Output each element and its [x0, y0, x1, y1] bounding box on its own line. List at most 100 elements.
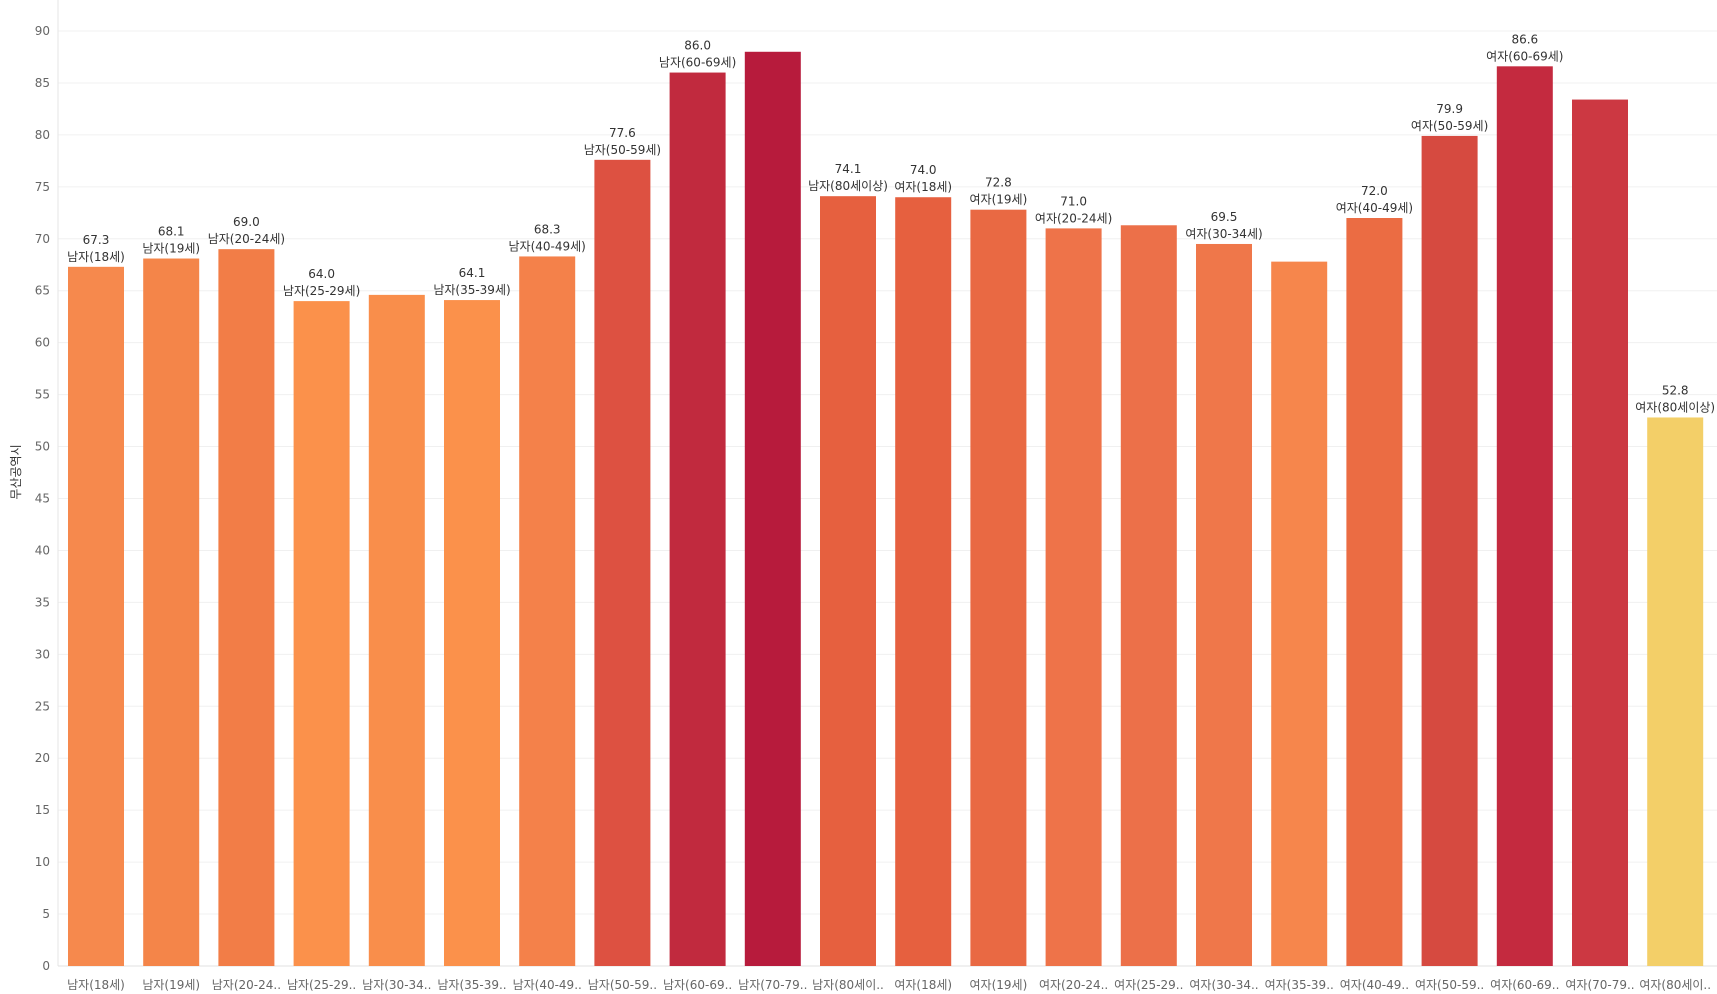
data-label-value: 69.5 — [1211, 210, 1238, 224]
data-label-value: 69.0 — [233, 215, 260, 229]
data-label-category: 남자(20-24세) — [208, 232, 285, 246]
y-tick-label: 10 — [35, 855, 50, 869]
bar[interactable] — [1647, 417, 1704, 966]
x-tick-label: 남자(40-49.. — [513, 978, 582, 992]
y-tick-label: 55 — [35, 388, 50, 402]
data-label-value: 74.0 — [910, 163, 937, 177]
data-label-value: 52.8 — [1662, 383, 1689, 397]
data-label-value: 79.9 — [1436, 102, 1463, 116]
x-tick-label: 남자(60-69.. — [663, 978, 732, 992]
bar[interactable] — [1496, 66, 1553, 967]
data-label-value: 64.1 — [459, 266, 486, 280]
x-tick-label: 여자(20-24.. — [1039, 978, 1108, 992]
bars — [68, 51, 1704, 967]
bar[interactable] — [1271, 261, 1328, 967]
y-tick-label: 80 — [35, 128, 50, 142]
x-tick-label: 여자(70-79.. — [1565, 978, 1634, 992]
bar[interactable] — [1421, 135, 1478, 966]
y-tick-label: 5 — [42, 907, 50, 921]
y-tick-label: 20 — [35, 751, 50, 765]
data-label-value: 72.0 — [1361, 184, 1388, 198]
bar[interactable] — [594, 159, 651, 967]
data-label-value: 64.0 — [308, 267, 335, 281]
data-label-category: 여자(19세) — [970, 193, 1028, 207]
bar[interactable] — [970, 209, 1027, 966]
bar[interactable] — [820, 196, 876, 966]
bar[interactable] — [1346, 218, 1403, 966]
y-tick-label: 65 — [35, 284, 50, 298]
y-tick-label: 75 — [35, 180, 50, 194]
y-tick-label: 45 — [35, 492, 50, 506]
bar[interactable] — [68, 266, 124, 967]
data-label-value: 72.8 — [985, 176, 1012, 190]
x-axis: 남자(18세) 남자(19세) 남자(20-24.. 남자(25-29.. 남자(30-… — [67, 978, 1711, 992]
bar[interactable] — [293, 301, 350, 967]
data-label-category: 여자(20-24세) — [1035, 211, 1112, 225]
x-tick-label: 남자(80세이.. — [812, 978, 884, 992]
x-tick-label: 남자(30-34.. — [362, 978, 431, 992]
bar[interactable] — [669, 72, 726, 967]
data-label-value: 68.3 — [534, 222, 561, 236]
x-tick-label: 여자(50-59.. — [1415, 978, 1484, 992]
y-tick-label: 25 — [35, 699, 50, 713]
bar[interactable] — [1572, 99, 1628, 967]
data-label-value: 67.3 — [83, 233, 110, 247]
data-label-category: 여자(60-69세) — [1486, 49, 1563, 63]
y-tick-label: 70 — [35, 232, 50, 246]
data-label-value: 86.0 — [684, 39, 711, 53]
y-tick-label: 50 — [35, 440, 50, 454]
data-label-category: 남자(35-39세) — [433, 283, 510, 297]
bar[interactable] — [1196, 243, 1252, 966]
y-axis-title: 무산공역시 — [9, 444, 23, 499]
bar[interactable] — [895, 197, 952, 966]
y-tick-label: 35 — [35, 595, 50, 609]
x-tick-label: 남자(18세) — [67, 978, 125, 992]
x-tick-label: 남자(50-59.. — [588, 978, 657, 992]
data-label-category: 남자(19세) — [142, 242, 200, 256]
bar[interactable] — [368, 294, 425, 966]
x-tick-label: 여자(19세) — [970, 978, 1028, 992]
x-tick-label: 남자(25-29.. — [287, 978, 356, 992]
data-label-category: 여자(18세) — [894, 180, 952, 194]
data-label-category: 여자(40-49세) — [1336, 201, 1413, 215]
data-label-category: 남자(60-69세) — [659, 56, 736, 70]
bar[interactable] — [1045, 228, 1102, 966]
y-tick-label: 90 — [35, 24, 50, 38]
bar[interactable] — [444, 300, 500, 966]
data-label-category: 여자(30-34세) — [1185, 227, 1262, 241]
x-tick-label: 여자(35-39.. — [1265, 978, 1334, 992]
data-label-category: 남자(50-59세) — [584, 143, 661, 157]
x-tick-label: 여자(40-49.. — [1340, 978, 1409, 992]
bar[interactable] — [1120, 225, 1177, 966]
data-label-category: 여자(80세이상) — [1635, 400, 1715, 414]
x-tick-label: 여자(25-29.. — [1114, 978, 1183, 992]
bar[interactable] — [218, 249, 275, 966]
bar[interactable] — [519, 256, 576, 966]
data-label-value: 68.1 — [158, 225, 185, 239]
bar[interactable] — [744, 51, 801, 967]
data-labels: 67.3 남자(18세) 68.1 남자(19세) 69.0 남자(20-24세) 64.0… — [67, 32, 1715, 414]
x-tick-label: 여자(18세) — [894, 978, 952, 992]
bar[interactable] — [143, 258, 200, 966]
data-label-category: 남자(40-49세) — [509, 239, 586, 253]
y-tick-label: 40 — [35, 543, 50, 557]
y-tick-label: 0 — [42, 959, 50, 973]
x-tick-label: 남자(70-79.. — [738, 978, 807, 992]
x-tick-label: 남자(35-39.. — [437, 978, 506, 992]
y-tick-label: 15 — [35, 803, 50, 817]
data-label-value: 74.1 — [835, 162, 862, 176]
data-label-category: 남자(80세이상) — [808, 179, 888, 193]
data-label-value: 71.0 — [1060, 194, 1087, 208]
x-tick-label: 남자(20-24.. — [212, 978, 281, 992]
y-tick-label: 85 — [35, 76, 50, 90]
x-tick-label: 여자(80세이.. — [1639, 978, 1711, 992]
data-label-category: 여자(50-59세) — [1411, 119, 1488, 133]
x-tick-label: 여자(30-34.. — [1189, 978, 1258, 992]
x-tick-label: 여자(60-69.. — [1490, 978, 1559, 992]
data-label-value: 86.6 — [1511, 32, 1538, 46]
data-label-category: 남자(25-29세) — [283, 284, 360, 298]
y-tick-label: 60 — [35, 336, 50, 350]
x-tick-label: 남자(19세) — [142, 978, 200, 992]
